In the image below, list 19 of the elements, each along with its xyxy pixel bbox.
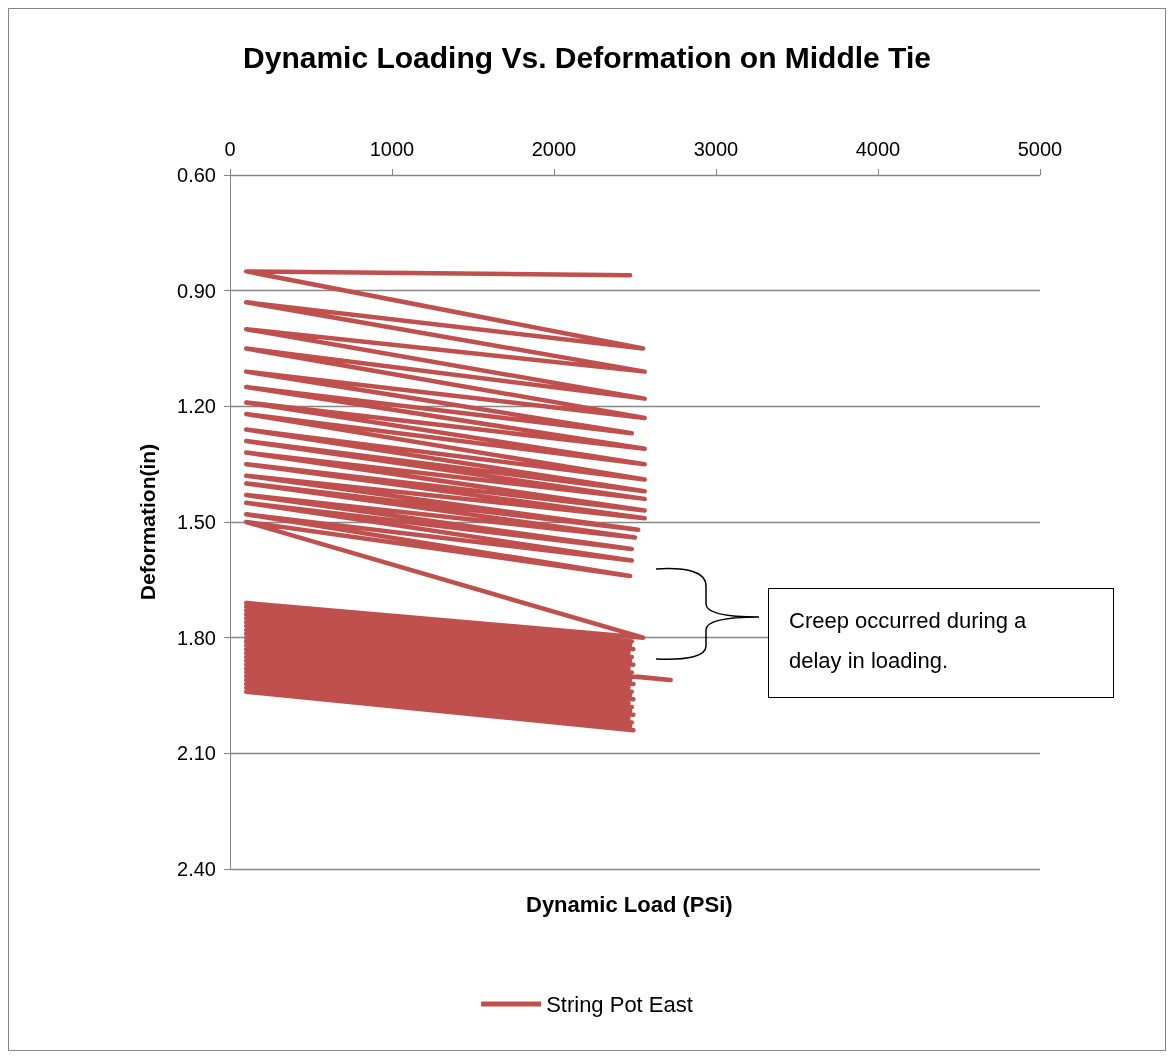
y-axis-title: Deformation(in) <box>136 443 159 601</box>
y-tick-label: 1.50 <box>177 511 216 533</box>
x-axis-title: Dynamic Load (PSi) <box>526 891 733 917</box>
x-tick-label: 5000 <box>1017 138 1063 160</box>
y-tick-label: 1.80 <box>177 626 216 649</box>
line-series <box>243 269 673 733</box>
callout-box: Creep occurred during a delay in loading. <box>768 588 1114 698</box>
x-tick-label: 4000 <box>855 138 901 160</box>
y-tick-label: 0.90 <box>177 279 216 302</box>
chart-title: Dynamic Loading Vs. Deformation on Middle Tie <box>243 40 931 74</box>
y-tick-label: 2.40 <box>177 858 216 880</box>
x-tick-label: 0 <box>224 138 236 160</box>
x-tick-label: 1000 <box>369 138 415 160</box>
y-tick-label: 1.20 <box>177 395 216 418</box>
y-tick-label: 2.10 <box>177 742 216 765</box>
x-tick-label: 2000 <box>531 138 577 160</box>
y-tick-label: 0.60 <box>177 164 216 186</box>
x-tick-label: 3000 <box>693 138 739 160</box>
legend-label: String Pot East <box>546 991 693 1017</box>
